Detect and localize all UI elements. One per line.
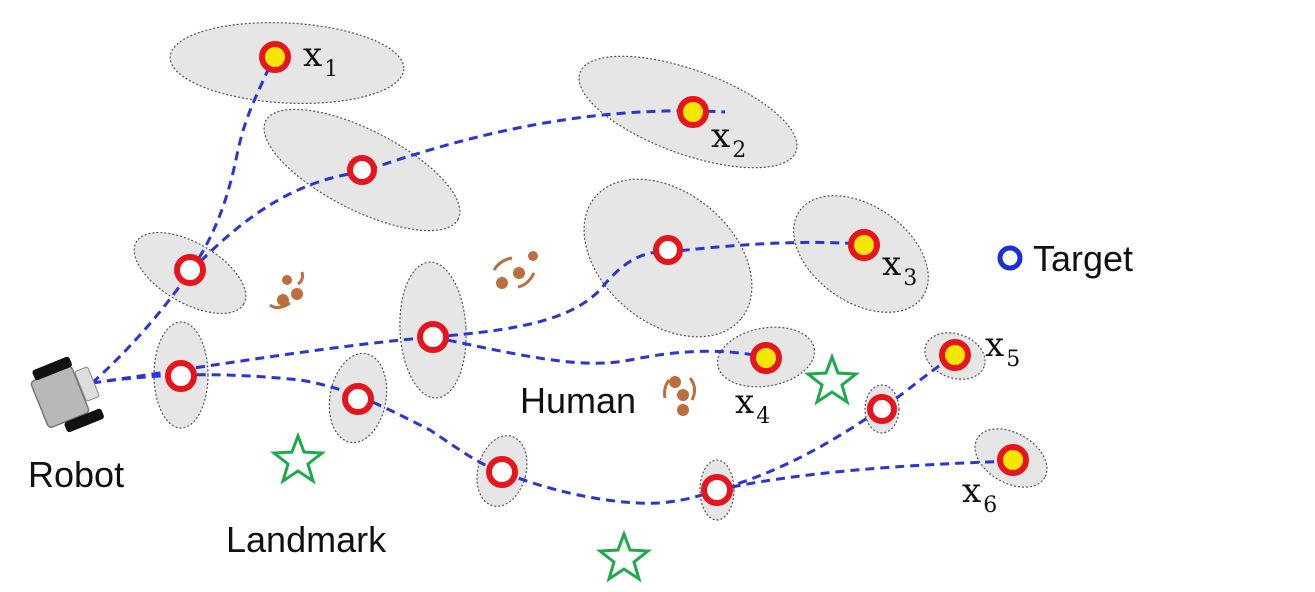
human-icon: [492, 251, 538, 289]
robot-label: Robot: [28, 454, 124, 495]
human-icon: [269, 271, 304, 310]
node-labels: x1 x2 x3 x4 x5 x6: [303, 35, 1020, 518]
star-icon: [269, 431, 327, 485]
target-node-x5: [939, 339, 971, 371]
node: [653, 235, 683, 265]
star-icon: [595, 529, 653, 583]
target-node-x3: [848, 229, 880, 261]
target-nodes: [259, 41, 1029, 476]
label-x6: x6: [962, 471, 997, 518]
label-x2: x2: [711, 116, 746, 163]
star-icon: [803, 352, 861, 406]
landmark-label: Landmark: [226, 519, 387, 560]
label-x4: x4: [735, 382, 770, 429]
intermediate-nodes: [165, 155, 897, 506]
path-to-x5: [91, 354, 956, 505]
path-to-x4: [432, 335, 767, 365]
node: [486, 456, 518, 488]
node: [174, 254, 206, 286]
uncertainty-ellipses: [133, 21, 1048, 521]
node: [701, 474, 733, 506]
target-node-x6: [997, 444, 1029, 476]
legend-target: Target: [997, 238, 1133, 279]
path-to-x2: [188, 109, 726, 274]
node: [347, 155, 377, 185]
label-x5: x5: [985, 325, 1020, 372]
path-to-x6: [716, 459, 1014, 492]
node: [342, 383, 374, 415]
target-node-x2: [677, 96, 709, 128]
path-to-x1: [90, 57, 275, 385]
landmarks: [269, 352, 861, 583]
human-label: Human: [520, 380, 636, 421]
legend-target-label: Target: [1033, 238, 1133, 279]
node: [165, 360, 197, 392]
node: [867, 394, 897, 424]
trajectories: [90, 57, 1014, 505]
target-legend-icon: [997, 245, 1023, 271]
target-node-x1: [259, 41, 291, 73]
target-node-x4: [750, 342, 782, 374]
human-icons: [269, 251, 697, 416]
robot-icon: [30, 356, 104, 433]
label-x3: x3: [882, 244, 917, 291]
label-x1: x1: [303, 35, 338, 82]
node: [417, 321, 449, 353]
human-icon: [663, 376, 697, 416]
path-to-x3: [91, 240, 863, 385]
